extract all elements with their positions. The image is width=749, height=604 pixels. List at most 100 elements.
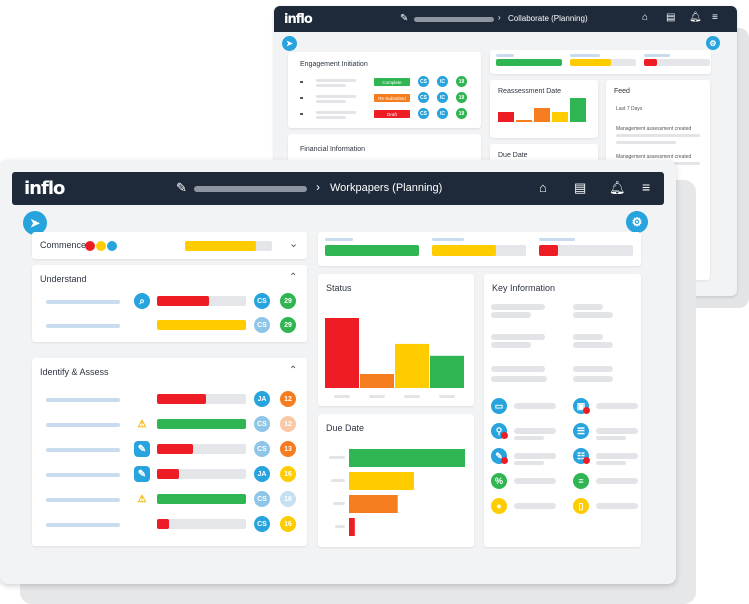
- status-bar[interactable]: [360, 374, 394, 388]
- due-day-badge[interactable]: 12: [280, 391, 296, 407]
- due-day-badge[interactable]: 12: [280, 416, 296, 432]
- back-feed-item[interactable]: Management assessment created: [616, 154, 692, 160]
- status-card: Status: [318, 274, 474, 406]
- due-day-badge[interactable]: 13: [280, 441, 296, 457]
- back-logo[interactable]: inflo: [284, 11, 313, 27]
- edit-icon[interactable]: ✎: [176, 180, 187, 195]
- due-day-badge[interactable]: 16: [280, 491, 296, 507]
- back-summary-label: [570, 54, 600, 57]
- warning-icon[interactable]: ⚠: [137, 493, 147, 505]
- task-progress: [157, 296, 246, 306]
- reviewer-badge[interactable]: IC: [437, 108, 448, 119]
- status-bar[interactable]: [325, 318, 359, 388]
- back-financial-title: Financial Information: [300, 146, 365, 153]
- bell-icon[interactable]: 🔔︎: [609, 180, 626, 195]
- back-breadcrumb-path: [414, 17, 494, 22]
- assignee-badge[interactable]: CS: [254, 317, 270, 333]
- assignee-badge[interactable]: CS: [254, 516, 270, 532]
- chevron-down-icon[interactable]: ⌄: [289, 238, 299, 250]
- assignee-badge[interactable]: JA: [254, 466, 270, 482]
- due-date-bar-label: [329, 456, 345, 459]
- key-info-placeholder: [573, 334, 603, 340]
- warning-icon[interactable]: ⚠: [137, 418, 147, 430]
- back-navigate-icon[interactable]: ➤: [282, 36, 297, 51]
- status-chart: [325, 318, 464, 398]
- status-title: Status: [326, 283, 352, 293]
- due-date-chart: [329, 449, 465, 536]
- back-settings-icon[interactable]: ⚙: [706, 36, 720, 50]
- chevron-up-icon[interactable]: ⌃: [289, 365, 298, 376]
- percent-icon[interactable]: %: [491, 473, 507, 489]
- home-icon[interactable]: ⌂: [539, 180, 547, 195]
- key-info-placeholder: [573, 366, 613, 372]
- due-day-badge[interactable]: 16: [280, 516, 296, 532]
- reviewer-badge[interactable]: IC: [437, 76, 448, 87]
- assignee-badge[interactable]: CS: [418, 76, 429, 87]
- assignee-badge[interactable]: JA: [254, 391, 270, 407]
- assignee-badge[interactable]: CS: [254, 416, 270, 432]
- back-home-icon[interactable]: ⌂: [642, 12, 649, 23]
- task-label-placeholder: [46, 473, 120, 477]
- assignee-badge[interactable]: CS: [418, 92, 429, 103]
- assignee-badge[interactable]: CS: [254, 441, 270, 457]
- settings-icon[interactable]: ⚙: [626, 211, 648, 233]
- due-day-badge[interactable]: 16: [280, 466, 296, 482]
- note-icon[interactable]: ✎: [134, 441, 150, 457]
- back-summary-label: [496, 54, 514, 57]
- chevron-up-icon[interactable]: ⌃: [289, 272, 298, 283]
- chat-icon[interactable]: ●: [491, 498, 507, 514]
- key-information-card: Key Information ▭ ▣ ⚲ ☰ ✎ ☷% ≡ ● ▯: [484, 274, 641, 547]
- identify-title: Identify & Assess: [40, 367, 109, 377]
- key-info-placeholder: [573, 342, 613, 348]
- book-icon[interactable]: ▤: [574, 180, 587, 195]
- menu-icon[interactable]: ≡: [642, 179, 651, 195]
- status-bar[interactable]: [395, 343, 429, 388]
- assignee-badge[interactable]: CS: [254, 491, 270, 507]
- back-bell-icon[interactable]: 🔔︎: [689, 12, 702, 23]
- document-icon[interactable]: ▯: [573, 498, 589, 514]
- key-info-value-placeholder: [514, 453, 556, 459]
- back-breadcrumb-title[interactable]: Collaborate (Planning): [508, 14, 588, 23]
- database-icon[interactable]: ☰: [573, 423, 589, 439]
- due-date-title: Due Date: [326, 423, 365, 433]
- status-dot: [85, 241, 95, 251]
- back-book-icon[interactable]: ▤: [666, 12, 676, 23]
- task-progress: [157, 419, 246, 429]
- row-placeholder: [316, 95, 356, 98]
- back-menu-icon[interactable]: ≡: [712, 12, 718, 23]
- due-date-bar[interactable]: [349, 472, 414, 490]
- assignee-badge[interactable]: CS: [418, 108, 429, 119]
- due-day-badge[interactable]: 29: [280, 293, 296, 309]
- note-icon[interactable]: ✎: [134, 466, 150, 482]
- due-day-badge[interactable]: 19: [456, 92, 467, 103]
- breadcrumb-title[interactable]: Workpapers (Planning): [330, 182, 443, 194]
- navigate-icon[interactable]: ➤: [23, 211, 47, 235]
- due-date-bar[interactable]: [349, 518, 355, 536]
- due-day-badge[interactable]: 19: [456, 76, 467, 87]
- chevron-right-icon: ›: [316, 180, 320, 194]
- task-label-placeholder: [46, 300, 120, 304]
- front-window: inflo ✎ › Workpapers (Planning) ⌂ ▤ 🔔︎ ≡…: [0, 160, 676, 584]
- sliders-icon[interactable]: ≡: [573, 473, 589, 489]
- status-bar[interactable]: [430, 355, 464, 388]
- back-reassess-bar: [516, 120, 532, 122]
- commence-card[interactable]: Commence ⌄: [32, 232, 307, 259]
- back-edit-icon[interactable]: ✎: [400, 13, 409, 24]
- reviewer-badge[interactable]: IC: [437, 92, 448, 103]
- id-card-icon[interactable]: ▭: [491, 398, 507, 414]
- key-info-value-placeholder: [596, 428, 638, 434]
- front-logo[interactable]: inflo: [24, 178, 65, 199]
- due-day-badge[interactable]: 29: [280, 317, 296, 333]
- key-info-value-placeholder: [596, 403, 638, 409]
- back-feed-item[interactable]: Management assessment created: [616, 126, 692, 132]
- due-date-bar[interactable]: [349, 495, 398, 513]
- assignee-badge[interactable]: CS: [254, 293, 270, 309]
- alert-dot: [501, 457, 508, 464]
- due-date-bar[interactable]: [349, 449, 465, 467]
- commence-title: Commence: [40, 240, 87, 250]
- task-progress: [157, 394, 246, 404]
- back-summary-track: [570, 59, 636, 66]
- due-day-badge[interactable]: 19: [456, 108, 467, 119]
- row-placeholder: [316, 111, 356, 114]
- search-icon[interactable]: ⌕: [134, 293, 150, 309]
